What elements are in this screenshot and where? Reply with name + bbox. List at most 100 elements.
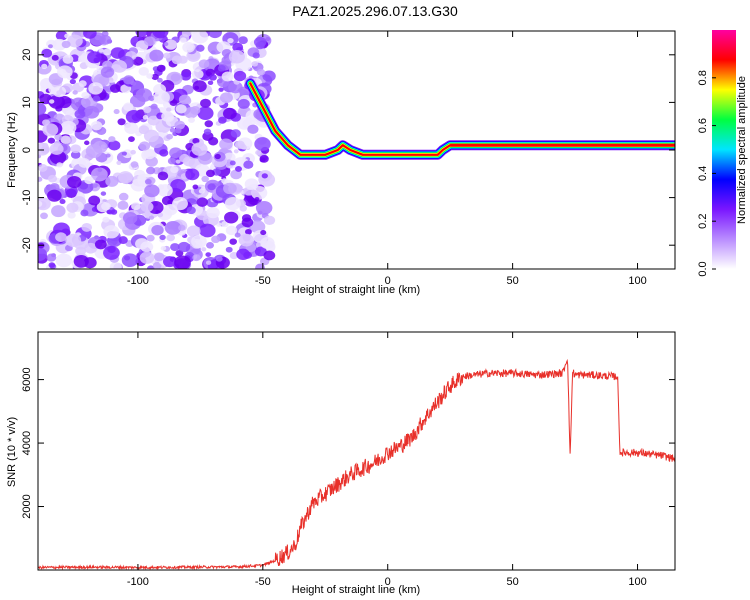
spectrogram-xtick-label: 100 [628,275,646,287]
noise-blob [103,48,112,56]
noise-blob [52,85,67,98]
noise-blob [250,185,268,200]
noise-blob [123,75,135,85]
noise-blob [54,133,63,141]
noise-blob [74,109,86,119]
noise-blob [163,52,171,59]
noise-blob [122,212,138,225]
noise-blob [66,202,79,213]
noise-blob [186,206,196,215]
noise-blob [94,239,107,250]
noise-blob [163,204,178,216]
noise-blob [170,243,180,252]
noise-blob [221,178,228,184]
noise-blob [236,248,250,261]
noise-blob [80,209,89,217]
noise-blob [84,176,94,185]
noise-blob [103,245,120,260]
noise-blob [181,31,192,38]
spectrogram-ytick-label: 20 [21,49,33,61]
noise-blob [161,195,174,206]
noise-blob [230,129,241,138]
noise-blob [159,149,169,157]
noise-blob [87,51,102,64]
noise-blob [67,34,83,48]
noise-blob [124,122,139,135]
noise-blob [38,102,47,116]
noise-blob [139,251,155,264]
noise-blob [152,167,162,175]
noise-blob [229,160,236,166]
noise-blob [151,225,164,236]
noise-blob [251,61,259,67]
noise-blob [191,69,204,80]
noise-blob [182,156,195,167]
noise-blob [157,184,173,197]
ridge-trace [245,78,675,160]
noise-blob [199,223,216,238]
noise-blob [233,70,247,82]
noise-blob [217,65,226,72]
noise-blob [84,242,98,254]
noise-blob [55,253,73,268]
noise-blob [174,120,186,130]
noise-blob [244,178,259,190]
noise-blob [60,120,77,135]
snr-frame [37,331,676,571]
noise-blob [144,184,160,198]
noise-blob [218,116,227,124]
noise-blob [219,92,233,104]
snr-xtick-label: 0 [385,576,391,588]
noise-blob [90,121,103,131]
noise-blob [143,106,152,114]
noise-blob [135,88,153,102]
noise-blob [52,38,67,51]
noise-blob [255,41,265,50]
noise-blob [135,238,149,250]
colorbar-tick-label: 0.8 [697,70,709,85]
noise-blob [263,215,276,225]
noise-blob [206,242,214,249]
noise-blob [215,256,223,262]
noise-blob [191,31,209,44]
spectrogram-xtick-label: 0 [385,275,391,287]
noise-blob [62,54,74,64]
noise-blob [57,65,73,79]
noise-blob [200,98,211,108]
noise-blob [211,235,221,244]
noise-blob [140,201,154,213]
noise-blob [103,225,120,239]
noise-blob [47,174,58,183]
noise-blob [91,206,98,212]
noise-blob [38,247,47,262]
snr-xtick-label: 100 [628,576,646,588]
noise-blob [205,260,212,265]
noise-blob [249,220,266,234]
noise-blob [262,70,276,82]
noise-blob [174,255,191,269]
noise-blob [263,250,276,261]
noise-blob [39,93,52,105]
noise-blob [55,232,67,242]
noise-blob [201,247,207,252]
noise-blob [84,140,90,146]
noise-blob [238,36,248,45]
noise-blob [174,127,182,134]
noise-blob [132,56,144,66]
noise-blob [221,220,229,228]
noise-blob [64,33,70,39]
colorbar-ticks: 0.0 0.2 0.4 0.6 0.8 [697,70,716,277]
noise-blob [148,215,155,220]
noise-blob [81,222,93,232]
noise-blob [219,138,233,150]
noise-blob [260,230,267,236]
noise-blob [42,123,59,137]
noise-blob [198,188,205,194]
spectrogram-xtick-label: -100 [127,275,149,287]
noise-blob [232,42,244,52]
spectrogram-xtick-label: -50 [255,275,271,287]
noise-blob [188,117,195,123]
noise-blob [169,147,183,159]
noise-blob [100,191,107,196]
